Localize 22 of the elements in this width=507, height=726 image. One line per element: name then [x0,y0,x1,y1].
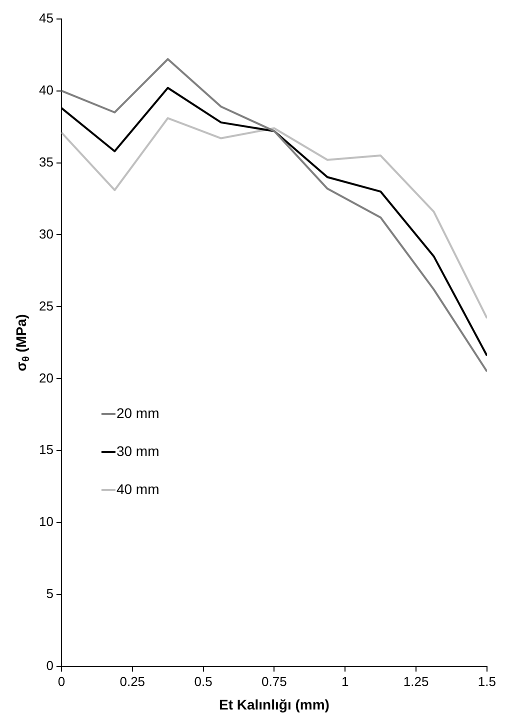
x-tick-label: 0.5 [194,674,212,689]
y-tick-label: 5 [46,586,54,602]
x-tick-label: 1.5 [478,674,496,689]
y-tick-label: 10 [38,514,54,530]
legend-label: 20 mm [116,404,160,421]
legend-label: 30 mm [116,442,160,459]
x-tick-label: 0.25 [120,674,146,689]
y-tick-label: 40 [38,82,54,98]
x-tick-label: 1.25 [403,674,429,689]
y-tick-label: 30 [38,226,54,242]
y-tick-label: 15 [38,442,54,458]
y-tick-label: 45 [38,10,54,26]
y-axis-title: σθ (MPa) [12,314,32,372]
y-tick-label: 20 [38,370,54,386]
x-tick-label: 0.75 [262,674,287,689]
x-tick-label: 1 [342,674,349,689]
y-tick-label: 0 [46,658,54,674]
y-tick-label: 35 [38,154,54,170]
x-axis-title: Et Kalınlığı (mm) [218,696,330,712]
y-tick-label: 25 [38,298,54,314]
legend-label: 40 mm [116,480,160,497]
x-tick-label: 0 [58,674,66,689]
